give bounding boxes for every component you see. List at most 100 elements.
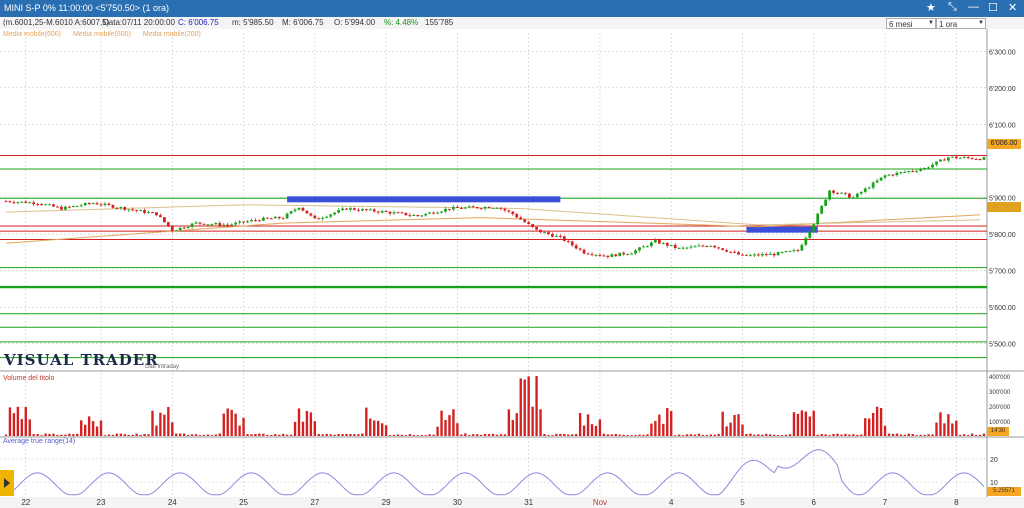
volume-bar [301, 421, 305, 436]
price-chart[interactable]: 22 23 24 25 27 29 30 31 Nov 4 5 6 7 8 6'300.00 6'200.00… [0, 29, 1024, 508]
period-select[interactable]: 6 mesi ▼ [886, 18, 936, 29]
candle-body [570, 241, 574, 246]
panel-toggle-tab[interactable] [0, 470, 14, 496]
volume-bar [16, 406, 20, 436]
candle-body [578, 248, 582, 250]
volume-bar [848, 434, 851, 436]
candle-body [119, 207, 123, 209]
candle-body [111, 205, 115, 208]
volume-bar [978, 434, 982, 436]
candle-body [32, 202, 36, 205]
volume-bar [349, 434, 352, 436]
volume-bar [614, 433, 617, 436]
chart-background [0, 29, 1024, 508]
volume-bar [860, 434, 863, 436]
volume-bar [503, 434, 507, 436]
candle-body [931, 164, 934, 168]
volume-bar [959, 434, 962, 436]
volume-bar [341, 434, 344, 436]
volume-bar [353, 434, 356, 436]
volume-bar [20, 419, 24, 436]
volume-bar [725, 426, 728, 436]
candle-body [630, 253, 633, 255]
volume-bar [939, 412, 942, 436]
candle-body [495, 207, 499, 209]
volume-bar [238, 425, 241, 436]
volume-bar [281, 433, 285, 436]
volume-bar [642, 434, 645, 436]
volume-bar [452, 409, 455, 436]
interval-select[interactable]: 1 ora ▼ [936, 18, 986, 29]
candle-body [285, 213, 289, 219]
volume-bar [420, 435, 423, 436]
candle-body [75, 205, 79, 207]
candle-body [479, 208, 483, 210]
volume-bar [167, 407, 170, 436]
candle-body [661, 242, 665, 244]
candle-body [749, 255, 752, 257]
candle-body [895, 172, 899, 176]
candle-body [404, 212, 408, 216]
volume-bar [864, 418, 867, 436]
volume-bar [606, 434, 610, 436]
candle-body [562, 236, 566, 241]
volume-bar [907, 433, 910, 436]
volume-bar [369, 418, 372, 436]
ma-legend-2[interactable]: Media mobile(600) [72, 31, 131, 38]
candle-body [246, 221, 249, 223]
volume-bar [182, 433, 186, 436]
volume-bar [230, 409, 233, 436]
candle-body [483, 207, 487, 209]
candle-body [939, 159, 942, 162]
maximize-icon[interactable]: ☐ [988, 2, 998, 14]
volume-bar [626, 435, 629, 436]
candle-body [491, 207, 495, 209]
candle-body [875, 180, 879, 183]
candle-body [214, 223, 218, 225]
volume-bar [151, 410, 154, 436]
ma-legend-1[interactable]: Media mobile(600) [3, 31, 61, 38]
candle-body [360, 209, 364, 211]
volume-bar [325, 433, 328, 436]
resize-icon[interactable]: ⤡ [948, 1, 957, 13]
last-price-marker: 6'006.00 [987, 139, 1021, 149]
candle-body [646, 246, 649, 248]
volume-bar [139, 434, 142, 436]
volume-bar [903, 434, 907, 436]
candle-body [677, 247, 681, 249]
candle-body [24, 201, 28, 204]
candle-body [657, 239, 661, 244]
volume-bar [278, 434, 281, 436]
candle-body [467, 206, 471, 208]
ma-legend-3[interactable]: Media mobile(200) [142, 31, 201, 38]
candle-body [935, 161, 938, 165]
candle-body [8, 201, 12, 203]
volume-bar [887, 433, 891, 436]
volume-bar [127, 434, 130, 436]
minimize-icon[interactable]: — [968, 1, 979, 13]
volume-bar [218, 433, 221, 436]
volume-bar [274, 434, 277, 436]
candle-body [372, 209, 376, 212]
volume-bar [875, 406, 879, 436]
volume-bar [543, 433, 546, 436]
volume-bar [214, 434, 218, 436]
close-icon[interactable]: ✕ [1008, 2, 1018, 14]
volume-bar [658, 414, 661, 436]
favorite-icon[interactable]: ★ [926, 2, 936, 14]
candle-body [606, 255, 610, 258]
volume-bar [574, 434, 578, 436]
volume-bar [693, 434, 697, 436]
candle-body [305, 210, 309, 214]
candle-body [63, 206, 67, 210]
candle-body [321, 217, 325, 219]
candle-body [459, 207, 463, 209]
price-zone [287, 196, 561, 203]
candle-body [614, 254, 618, 257]
candle-body [650, 242, 653, 247]
volume-bar [974, 434, 978, 436]
x-tick-label: 27 [310, 498, 319, 507]
candle-body [966, 157, 970, 159]
volume-bar [495, 434, 499, 436]
candle-body [380, 211, 384, 213]
